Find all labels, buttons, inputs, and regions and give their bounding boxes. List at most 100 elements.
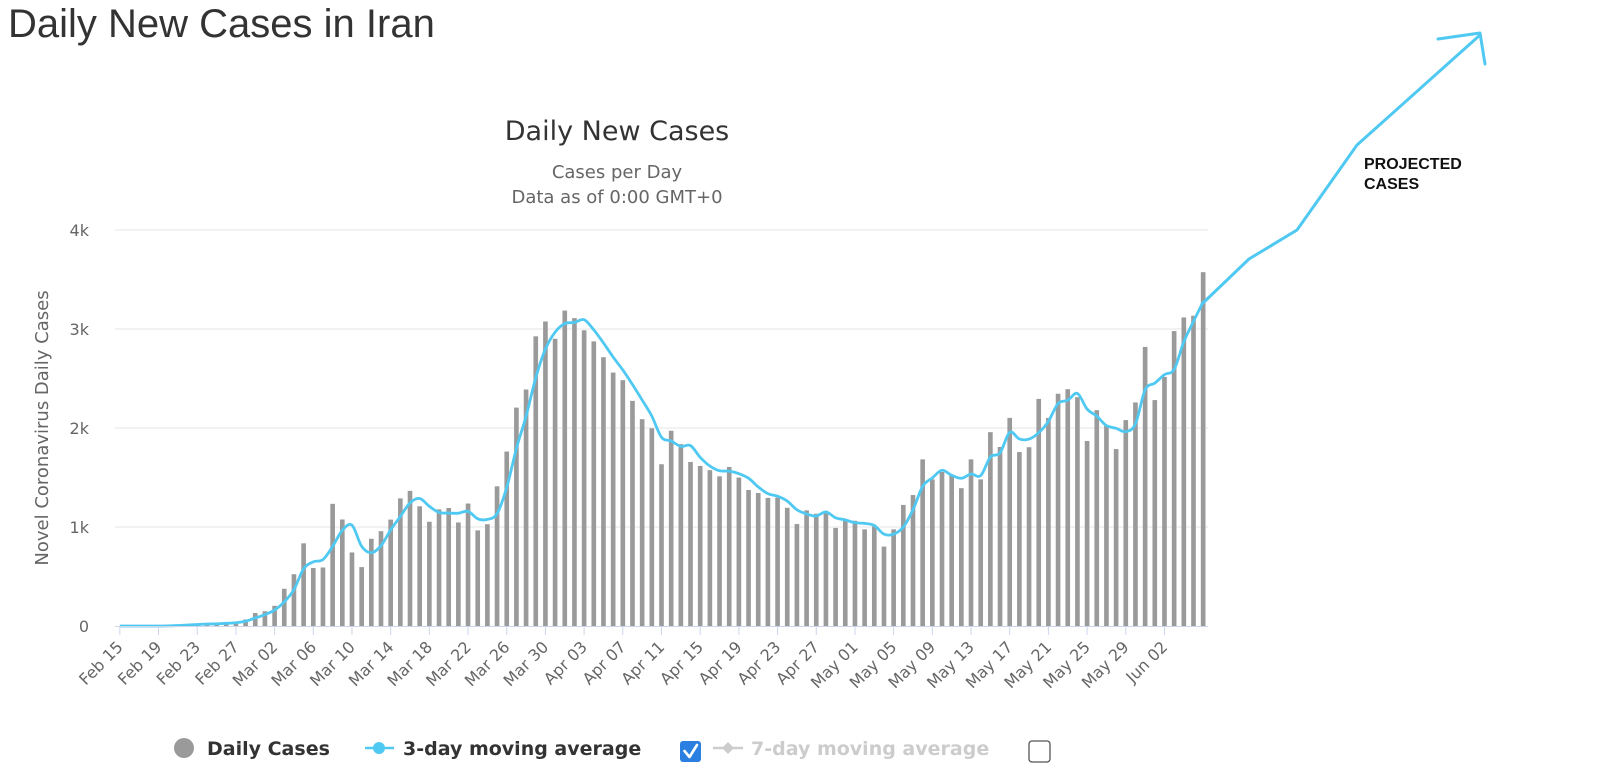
y-tick-label: 0: [79, 617, 89, 636]
bar-daily-cases: [871, 526, 877, 626]
bar-daily-cases: [446, 507, 452, 626]
bar-daily-cases: [755, 493, 761, 626]
bar-daily-cases: [533, 336, 539, 626]
bar-daily-cases: [1152, 400, 1158, 626]
bar-daily-cases: [939, 471, 945, 626]
bar-daily-cases: [514, 407, 519, 626]
bar-daily-cases: [881, 546, 887, 626]
bar-daily-cases: [543, 321, 548, 626]
y-axis-title: Novel Coronavirus Daily Cases: [32, 290, 53, 565]
bar-daily-cases: [997, 447, 1003, 626]
y-axis: 0 1k 2k 3k 4k: [70, 221, 90, 636]
legend-label-avg3: 3-day moving average: [403, 738, 641, 760]
bar-daily-cases: [562, 310, 568, 626]
bar-daily-cases: [1046, 417, 1051, 626]
page-title: Daily New Cases in Iran: [8, 2, 435, 46]
bar-daily-cases: [281, 588, 287, 626]
projected-cases-label-line-2: CASES: [1364, 176, 1419, 193]
bar-daily-cases: [1017, 452, 1022, 626]
bar-daily-cases: [920, 459, 925, 626]
bar-daily-cases: [1065, 389, 1071, 626]
x-tick-label: Jun 02: [1121, 637, 1171, 687]
bar-daily-cases: [949, 474, 954, 626]
grid: [115, 229, 1208, 528]
bar-daily-cases: [601, 357, 606, 626]
legend-item-avg7[interactable]: 7-day moving average: [713, 738, 989, 760]
bar-daily-cases: [988, 432, 993, 626]
bar-daily-cases: [668, 430, 674, 626]
bar-daily-cases: [572, 318, 577, 626]
bar-daily-cases: [610, 372, 616, 626]
bar-series: [165, 272, 1206, 627]
bar-daily-cases: [494, 486, 500, 626]
chart-subtitle-line-2: Data as of 0:00 GMT+0: [511, 187, 722, 208]
bar-daily-cases: [591, 341, 597, 627]
bar-daily-cases: [775, 497, 780, 626]
bar-daily-cases: [1123, 420, 1129, 626]
bar-daily-cases: [436, 509, 442, 626]
y-tick-label: 1k: [70, 518, 90, 537]
bar-daily-cases: [833, 527, 838, 626]
bar-daily-cases: [388, 519, 393, 626]
legend-label-daily-cases: Daily Cases: [207, 738, 330, 760]
bar-daily-cases: [1036, 398, 1042, 626]
bar-daily-cases: [649, 428, 655, 626]
bar-daily-cases: [736, 477, 742, 626]
bar-daily-cases: [378, 531, 384, 626]
bar-daily-cases: [852, 520, 858, 626]
bar-daily-cases: [765, 497, 771, 626]
y-tick-label: 4k: [70, 221, 90, 240]
bar-daily-cases: [243, 619, 248, 626]
bar-daily-cases: [726, 467, 732, 626]
bar-daily-cases: [1191, 315, 1196, 626]
bar-daily-cases: [427, 521, 432, 626]
bar-daily-cases: [504, 451, 510, 626]
bar-daily-cases: [475, 530, 481, 626]
bar-daily-cases: [794, 524, 800, 626]
bar-daily-cases: [978, 479, 984, 626]
avg3-line: [119, 301, 1205, 628]
bar-daily-cases: [1162, 376, 1167, 626]
bar-daily-cases: [552, 338, 558, 626]
bar-daily-cases: [678, 444, 684, 626]
bar-daily-cases: [310, 567, 316, 626]
projection-annotation: PROJECTED CASES: [1201, 31, 1487, 305]
bar-daily-cases: [581, 330, 587, 626]
bar-daily-cases: [804, 510, 809, 626]
legend-item-avg3[interactable]: 3-day moving average: [365, 738, 641, 760]
bar-daily-cases: [523, 389, 529, 626]
bar-daily-cases: [252, 613, 258, 626]
bar-daily-cases: [842, 519, 848, 626]
bar-daily-cases: [339, 519, 345, 626]
bar-daily-cases: [1142, 346, 1148, 626]
bar-daily-cases: [630, 400, 635, 626]
avg7-checkbox[interactable]: [1028, 740, 1051, 763]
bar-daily-cases: [823, 511, 829, 626]
bar-daily-cases: [320, 567, 326, 626]
avg7-checkbox-box: [1028, 740, 1051, 763]
bar-daily-cases: [330, 503, 335, 626]
projected-cases-label-line-1: PROJECTED: [1364, 156, 1462, 173]
bar-daily-cases: [1104, 425, 1109, 626]
bar-daily-cases: [1094, 410, 1100, 626]
bar-daily-cases: [910, 495, 916, 626]
bar-daily-cases: [291, 574, 297, 626]
bar-daily-cases: [1026, 447, 1032, 626]
bar-daily-cases: [639, 419, 645, 626]
bar-daily-cases: [862, 529, 867, 626]
avg3-checkbox[interactable]: [680, 741, 701, 762]
check-icon: [683, 743, 699, 759]
bar-daily-cases: [1007, 417, 1013, 626]
bar-daily-cases: [1133, 402, 1138, 626]
legend-label-avg7: 7-day moving average: [751, 738, 989, 760]
y-tick-label: 2k: [70, 419, 90, 438]
bar-daily-cases: [968, 459, 974, 626]
legend-item-daily-cases[interactable]: Daily Cases: [174, 738, 330, 760]
bar-daily-cases: [485, 524, 490, 626]
bar-daily-cases: [1113, 449, 1119, 626]
bar-daily-cases: [301, 543, 306, 626]
bar-daily-cases: [369, 538, 374, 626]
bar-daily-cases: [359, 567, 364, 626]
